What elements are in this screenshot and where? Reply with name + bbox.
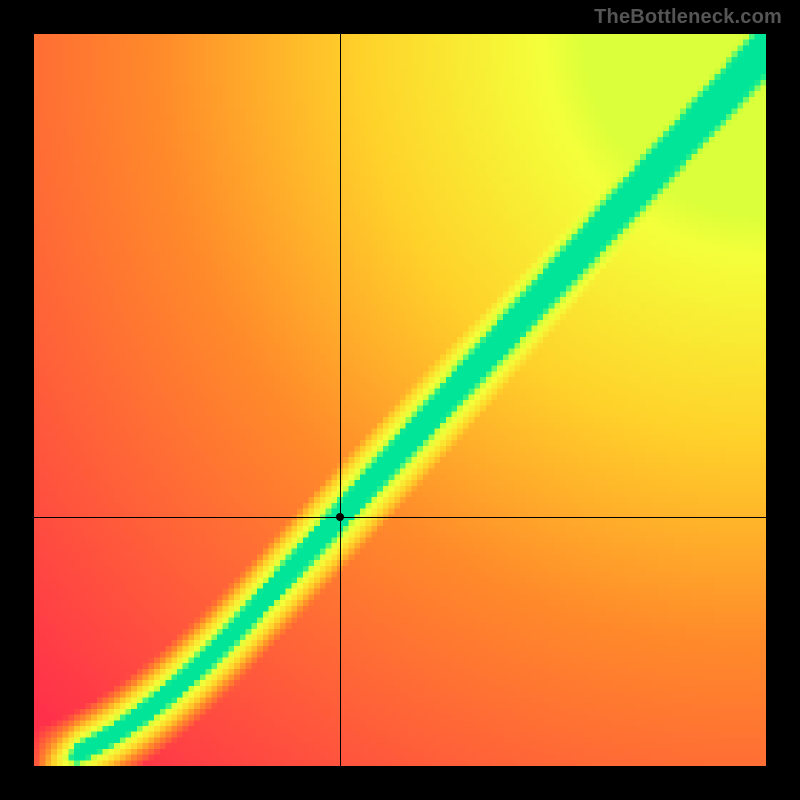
heatmap-canvas xyxy=(34,34,766,766)
outer-frame: TheBottleneck.com xyxy=(0,0,800,800)
watermark-text: TheBottleneck.com xyxy=(594,6,782,29)
heatmap-area[interactable] xyxy=(34,34,766,766)
